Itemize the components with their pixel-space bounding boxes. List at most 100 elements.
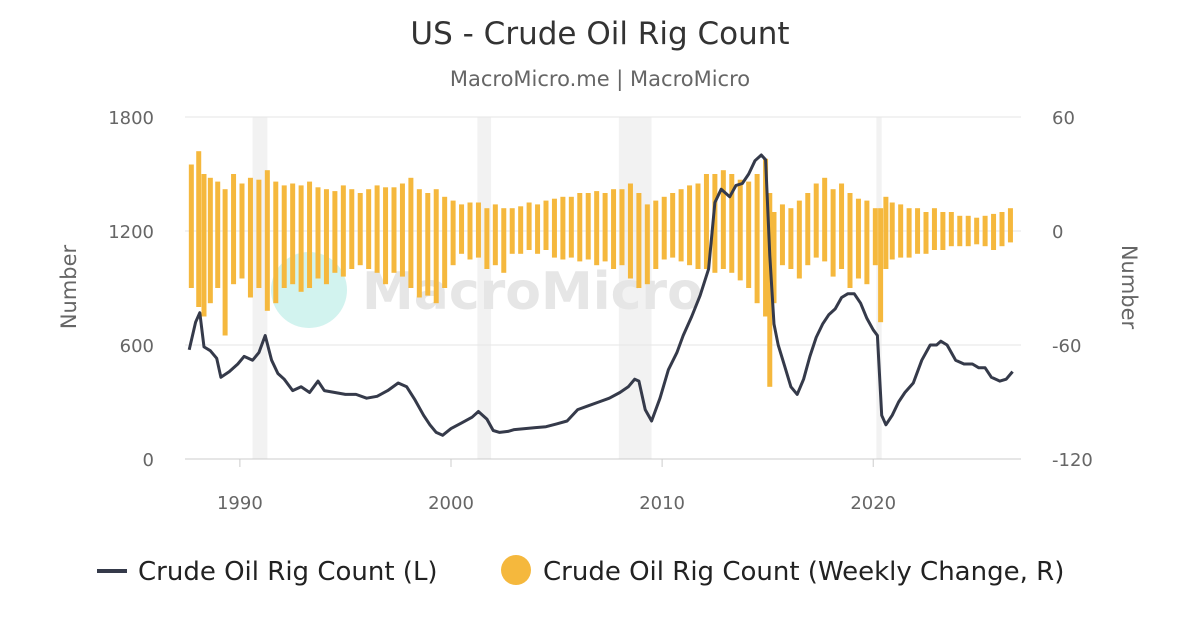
- weekly-change-bar: [207, 177, 213, 304]
- weekly-change-bar: [560, 196, 566, 260]
- weekly-change-bar: [661, 196, 667, 260]
- weekly-change-bar: [307, 181, 313, 288]
- weekly-change-bar: [763, 158, 769, 317]
- weekly-change-bar: [999, 212, 1005, 247]
- weekly-change-bar: [484, 208, 490, 269]
- recession-band: [618, 117, 652, 459]
- right-axis-title: Number: [1117, 245, 1141, 330]
- weekly-change-bar: [619, 189, 625, 266]
- weekly-change-bar: [754, 174, 760, 304]
- weekly-change-bar: [830, 189, 836, 277]
- weekly-change-bar: [526, 202, 532, 250]
- weekly-change-bar: [898, 204, 904, 258]
- weekly-change-bar: [196, 151, 202, 307]
- weekly-change-bar: [737, 179, 743, 281]
- left-tick-label: 1800: [108, 108, 154, 129]
- weekly-change-bar: [551, 198, 557, 258]
- right-tick-label: 0: [1052, 222, 1063, 243]
- weekly-change-bar: [247, 177, 253, 298]
- weekly-change-bar: [627, 183, 633, 279]
- weekly-change-bar: [585, 193, 591, 260]
- weekly-change-bar: [256, 179, 262, 288]
- legend-label-weekly-change: Crude Oil Rig Count (Weekly Change, R): [543, 557, 1064, 587]
- chart-title: US - Crude Oil Rig Count: [410, 16, 789, 52]
- weekly-change-bar: [767, 193, 773, 387]
- weekly-change-bar: [822, 177, 828, 262]
- chart-subtitle: MacroMicro.me | MacroMicro: [450, 67, 750, 92]
- weekly-change-bar: [948, 212, 954, 247]
- weekly-change-bar: [813, 183, 819, 258]
- weekly-change-bar: [594, 191, 600, 266]
- right-tick-label: -60: [1052, 336, 1081, 357]
- weekly-change-bar: [467, 202, 473, 260]
- rig-count-line: [187, 153, 1014, 437]
- weekly-change-bar: [416, 189, 422, 298]
- weekly-change-bar: [273, 181, 279, 304]
- weekly-change-bar: [298, 185, 304, 292]
- weekly-change-bar: [678, 189, 684, 262]
- left-axis-ticks: 0 600 1200 1800: [108, 108, 154, 471]
- weekly-change-bar: [965, 215, 971, 247]
- weekly-change-bar: [383, 187, 389, 285]
- weekly-change-bar: [374, 185, 380, 273]
- weekly-change-bar: [883, 196, 889, 269]
- weekly-change-bars: [188, 151, 1013, 387]
- weekly-change-bar: [847, 193, 853, 288]
- weekly-change-bar: [974, 217, 980, 245]
- weekly-change-bar: [577, 193, 583, 262]
- weekly-change-bar: [450, 200, 456, 266]
- legend-label-rig-count: Crude Oil Rig Count (L): [138, 557, 438, 587]
- weekly-change-bar: [602, 193, 608, 262]
- weekly-change-bar: [611, 189, 617, 269]
- right-tick-label: 60: [1052, 108, 1075, 129]
- weekly-change-bar: [188, 164, 194, 288]
- legend-item-rig-count[interactable]: Crude Oil Rig Count (L): [97, 557, 438, 587]
- weekly-change-bar: [433, 189, 439, 304]
- weekly-change-bar: [729, 174, 735, 273]
- weekly-change-bar: [915, 208, 921, 254]
- weekly-change-bar: [357, 193, 363, 266]
- weekly-change-bar: [940, 212, 946, 250]
- weekly-change-bar: [670, 193, 676, 258]
- weekly-change-bar: [703, 174, 709, 269]
- weekly-change-bar: [568, 196, 574, 258]
- weekly-change-bar: [425, 193, 431, 296]
- weekly-change-bar: [991, 213, 997, 250]
- weekly-change-bar: [746, 181, 752, 288]
- weekly-change-bar: [878, 208, 884, 323]
- weekly-change-bar: [788, 208, 794, 269]
- weekly-change-bar: [889, 202, 895, 260]
- weekly-change-bar: [653, 200, 659, 269]
- weekly-change-bar: [695, 183, 701, 269]
- legend-item-weekly-change[interactable]: Crude Oil Rig Count (Weekly Change, R): [501, 555, 1064, 587]
- x-tick-label: 2020: [850, 493, 896, 514]
- weekly-change-bar: [340, 185, 346, 277]
- weekly-change-bar: [290, 183, 296, 285]
- weekly-change-bar: [475, 202, 481, 258]
- weekly-change-bar: [264, 170, 270, 311]
- weekly-change-bar: [906, 208, 912, 258]
- weekly-change-bar: [501, 208, 507, 273]
- weekly-change-bar: [855, 198, 861, 279]
- weekly-change-bar: [720, 170, 726, 269]
- weekly-change-bar: [201, 174, 207, 317]
- weekly-change-bar: [535, 204, 541, 254]
- weekly-change-bar: [281, 185, 287, 288]
- left-tick-label: 600: [120, 336, 154, 357]
- right-tick-label: -120: [1052, 450, 1093, 471]
- x-axis-ticks: 1990 2000 2010 2020: [217, 459, 896, 514]
- weekly-change-bar: [509, 208, 515, 254]
- left-tick-label: 1200: [108, 222, 154, 243]
- right-axis-ticks: -120 -60 0 60: [1052, 108, 1093, 471]
- x-tick-label: 2010: [639, 493, 685, 514]
- weekly-change-bar: [796, 200, 802, 279]
- weekly-change-bar: [323, 189, 329, 285]
- weekly-change-bar: [349, 189, 355, 269]
- weekly-change-bar: [805, 193, 811, 266]
- weekly-change-bar: [492, 204, 498, 266]
- weekly-change-bar: [459, 204, 465, 254]
- legend-dot-icon: [501, 555, 531, 585]
- weekly-change-bar: [872, 208, 878, 266]
- weekly-change-bar: [923, 212, 929, 254]
